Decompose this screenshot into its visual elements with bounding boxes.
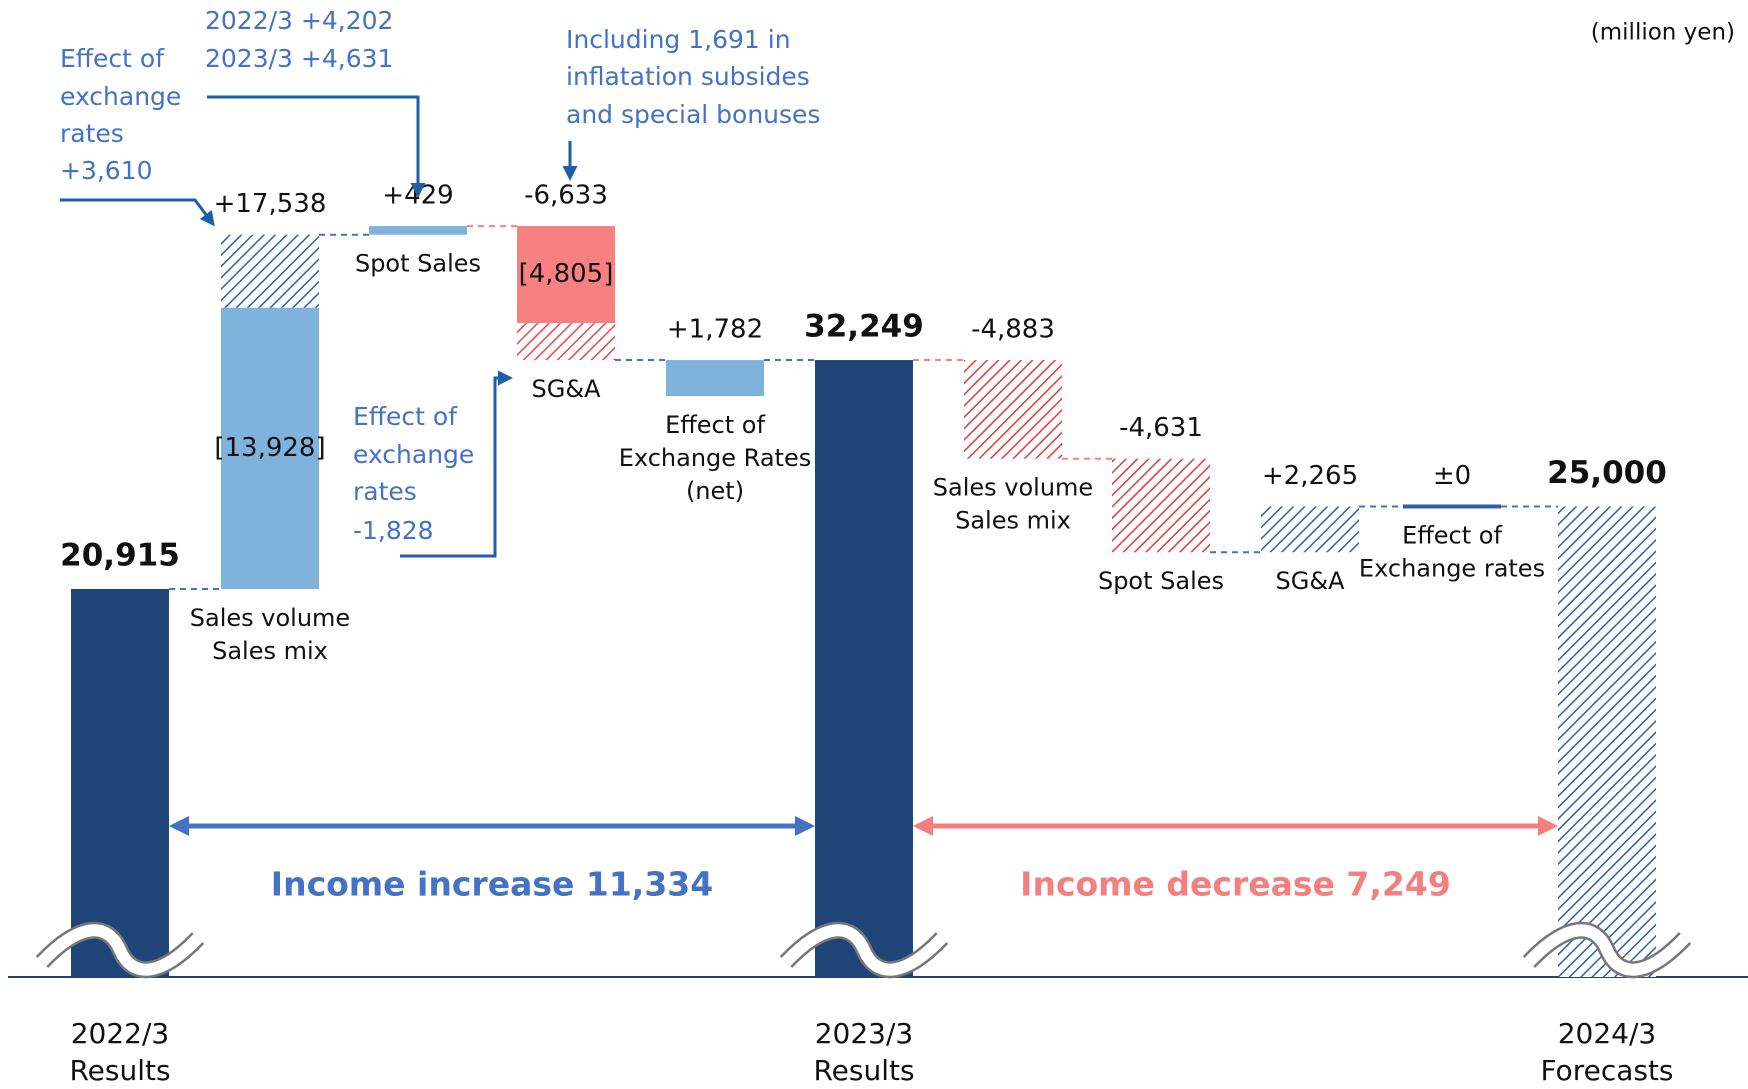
step-bar	[1261, 506, 1359, 553]
category-label: 2023/3	[815, 1017, 914, 1050]
span-label: Income increase 11,334	[271, 865, 713, 904]
category-label: Results	[69, 1054, 170, 1087]
unit-label: (million yen)	[1591, 20, 1735, 46]
category-label: (net)	[686, 477, 744, 505]
category-label: Exchange Rates	[619, 444, 811, 472]
category-label: Exchange rates	[1359, 554, 1545, 582]
part-value-label: +3,610	[60, 156, 153, 185]
part-value-label: -1,828	[353, 516, 434, 545]
part-value-label: [4,805]	[519, 259, 614, 289]
step-bar	[1403, 504, 1501, 509]
category-label: Sales mix	[212, 637, 328, 665]
value-label: ±0	[1433, 461, 1471, 491]
axis-break	[781, 924, 947, 976]
step-bar	[1112, 458, 1210, 553]
total-bar	[1558, 506, 1656, 977]
note: and special bonuses	[566, 100, 820, 129]
axis-break	[37, 924, 203, 976]
category-label: Spot Sales	[355, 250, 481, 278]
part-name: Effect of	[353, 402, 458, 431]
annotation-arrow	[400, 370, 513, 558]
category-label: 2024/3	[1558, 1017, 1657, 1050]
category-label: Effect of	[665, 411, 765, 439]
category-label: 2022/3	[71, 1017, 170, 1050]
total-bar	[71, 589, 169, 977]
value-label: +1,782	[667, 315, 763, 345]
part-name: rates	[353, 477, 417, 506]
part-name: Effect of	[60, 44, 165, 73]
note: inflatation subsides	[566, 62, 810, 91]
category-label: SG&A	[1276, 567, 1346, 595]
category-label: Sales volume	[933, 474, 1093, 502]
note: Including 1,691 in	[566, 25, 791, 54]
span-label: Income decrease 7,249	[1020, 865, 1451, 904]
total-bar	[815, 360, 913, 977]
part-bar	[517, 226, 615, 324]
step-bar	[666, 360, 764, 397]
category-label: Spot Sales	[1098, 567, 1224, 595]
total-label: 32,249	[804, 309, 924, 345]
value-label: +2,265	[1262, 461, 1358, 491]
value-label: +17,538	[214, 189, 327, 219]
part-name: rates	[60, 119, 124, 148]
annotation-arrow	[60, 198, 215, 227]
category-label: Sales mix	[955, 507, 1071, 535]
part-bar	[517, 323, 615, 361]
category-label: Forecasts	[1540, 1054, 1673, 1087]
axis-break	[1524, 924, 1690, 976]
step-bar	[369, 226, 467, 235]
value-label: -4,631	[1119, 413, 1203, 443]
part-bar	[221, 307, 319, 589]
value-label: -4,883	[971, 315, 1055, 345]
total-label: 20,915	[60, 538, 180, 574]
category-label: SG&A	[532, 375, 602, 403]
category-label: Effect of	[1402, 521, 1502, 549]
value-label: -6,633	[524, 181, 608, 211]
total-label: 25,000	[1547, 455, 1667, 491]
category-label: Sales volume	[190, 604, 350, 632]
part-bar	[221, 234, 319, 308]
step-bar	[964, 360, 1062, 459]
note: 2022/3 +4,202	[205, 6, 393, 35]
part-name: exchange	[60, 82, 181, 111]
note-arrow	[207, 95, 426, 198]
part-value-label: [13,928]	[214, 433, 325, 463]
note: 2023/3 +4,631	[205, 44, 393, 73]
part-name: exchange	[353, 440, 474, 469]
category-label: Results	[813, 1054, 914, 1087]
